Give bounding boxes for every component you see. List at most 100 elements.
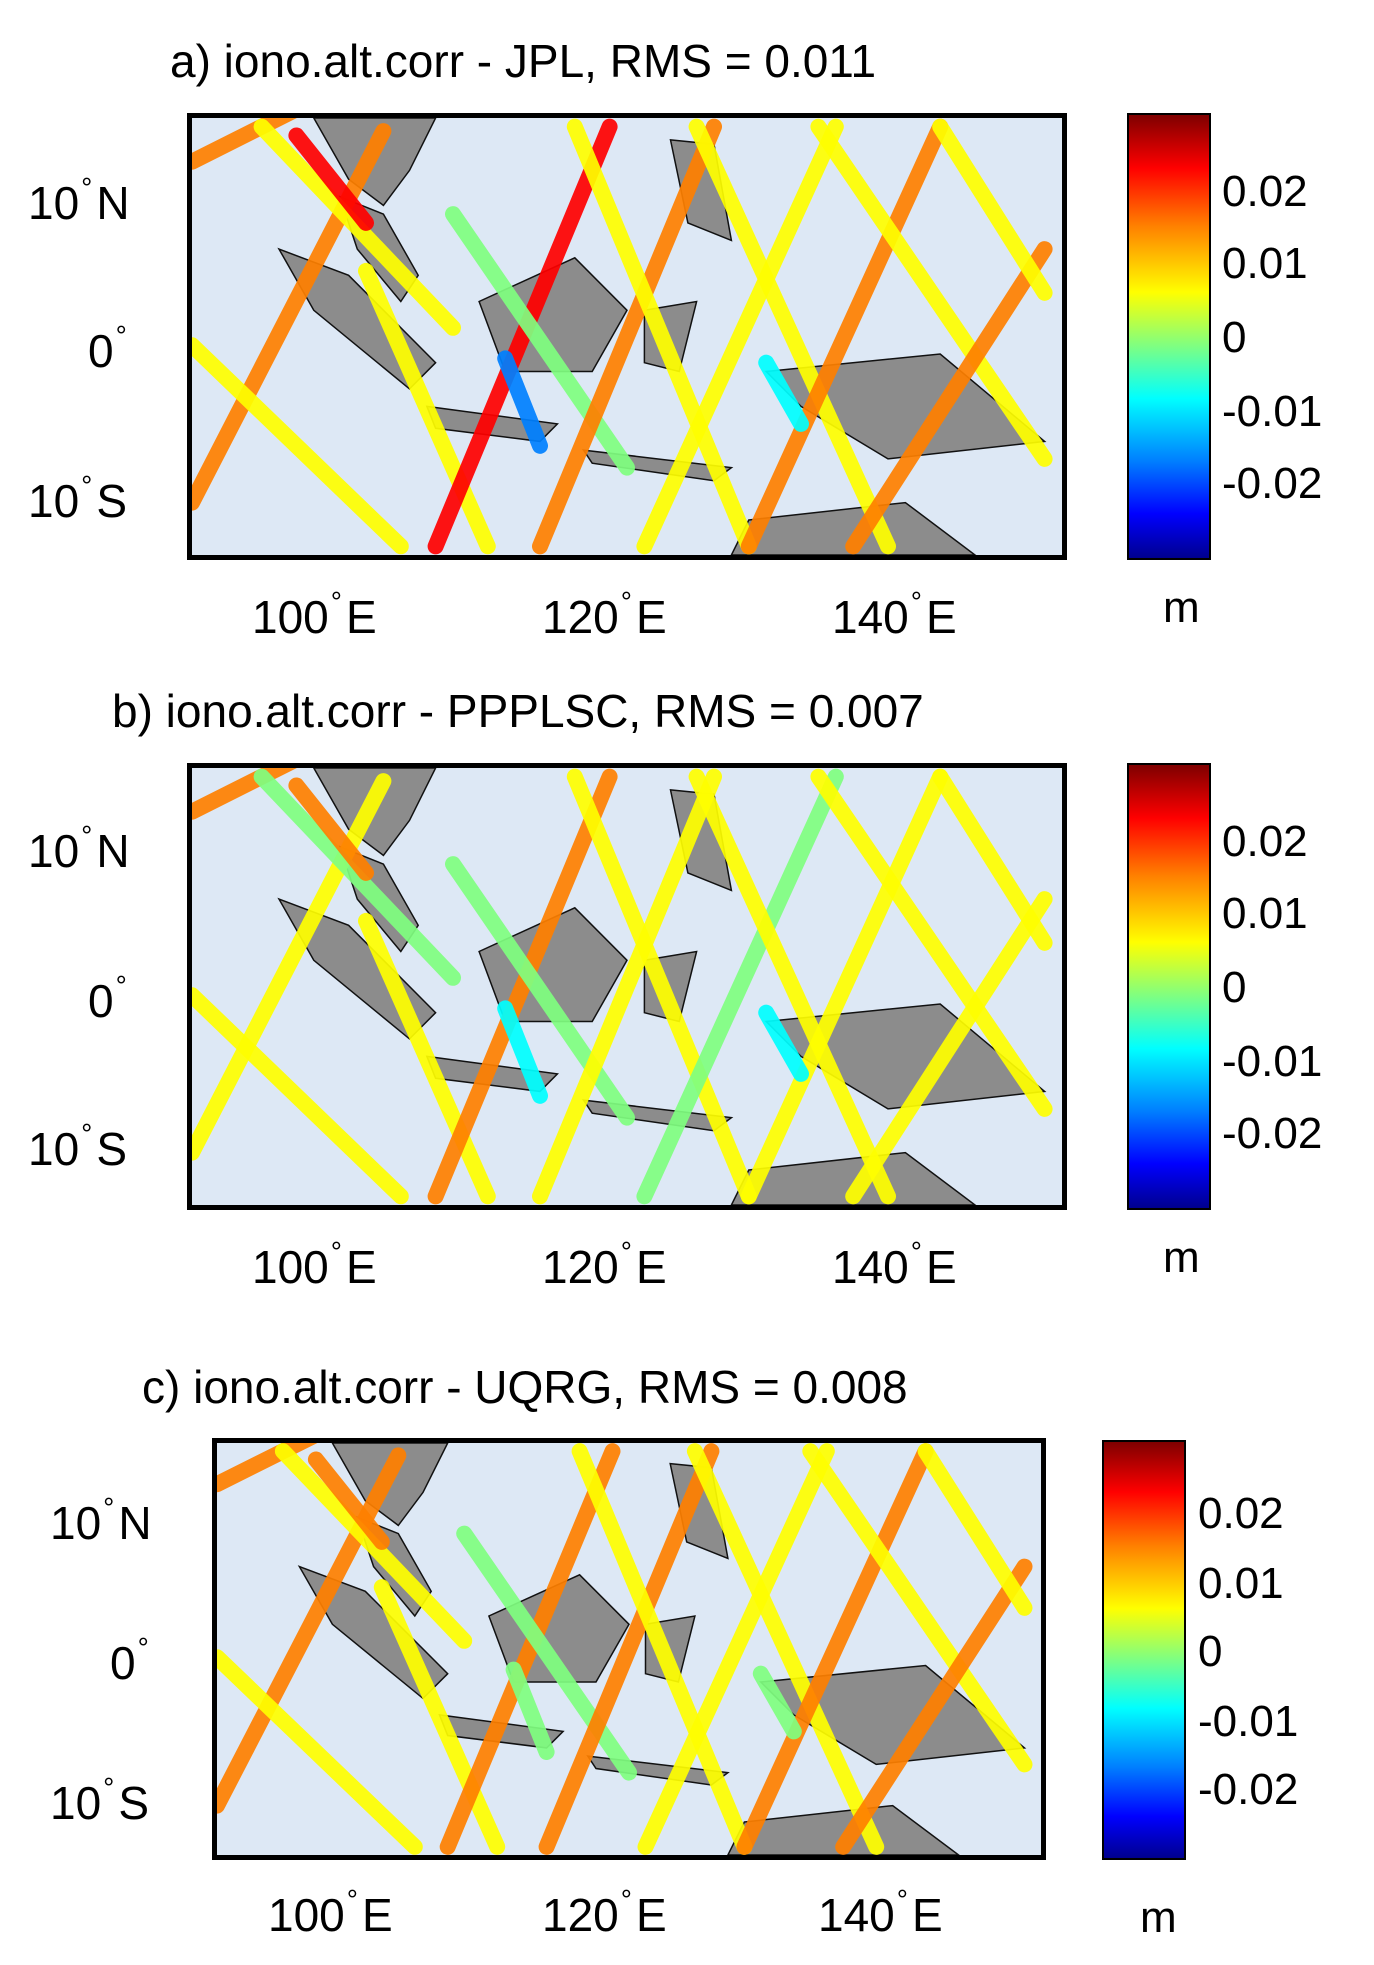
map-svg: [192, 768, 1053, 1205]
map-svg: [192, 118, 1053, 555]
colorbar: [1102, 1440, 1186, 1860]
landmass: [727, 1804, 960, 1855]
x-label-100e: 100°E: [268, 1884, 393, 1941]
colorbar-unit: m: [1163, 583, 1200, 632]
colorbar-tick: 0.01: [1198, 1559, 1284, 1608]
altimeter-track: [497, 350, 548, 454]
y-label-10s: 10°S: [28, 1118, 128, 1175]
altimeter-track: [358, 912, 496, 1205]
colorbar-tick: -0.01: [1198, 1697, 1299, 1746]
colorbar-tick: 0.02: [1222, 167, 1308, 216]
altimeter-track: [736, 1443, 934, 1855]
x-label-120e: 120°E: [542, 586, 667, 643]
colorbar-tick: -0.01: [1222, 1037, 1323, 1086]
colorbar-tick: 0: [1222, 963, 1247, 1012]
altimeter-track: [810, 768, 1053, 1117]
altimeter-track: [688, 768, 896, 1205]
altimeter-track: [688, 118, 896, 555]
map-svg: [217, 1443, 1033, 1855]
altimeter-track: [932, 768, 1053, 951]
y-label-0: 0°: [88, 970, 127, 1027]
landmass: [730, 501, 977, 555]
altimeter-track: [192, 987, 409, 1205]
altimeter-track: [307, 1451, 390, 1550]
altimeter-track: [566, 118, 757, 555]
altimeter-track: [497, 1000, 548, 1104]
panel-title: a) iono.alt.corr - JPL, RMS = 0.011: [170, 35, 877, 87]
altimeter-track: [358, 262, 496, 555]
altimeter-track: [439, 1443, 621, 1855]
altimeter-track: [505, 1661, 555, 1760]
altimeter-track: [538, 1443, 720, 1855]
altimeter-track: [686, 1443, 885, 1855]
colorbar-tick: 0.02: [1222, 817, 1308, 866]
x-label-120e: 120°E: [542, 1236, 667, 1293]
x-label-140e: 140°E: [832, 586, 957, 643]
y-label-10n: 10°N: [50, 1492, 152, 1549]
altimeter-track: [636, 118, 844, 555]
landmass: [730, 1151, 977, 1205]
colorbar-tick: 0: [1222, 313, 1247, 362]
colorbar-tick: -0.02: [1198, 1765, 1299, 1814]
colorbar-tick: 0.01: [1222, 239, 1308, 288]
colorbar-tick: 0: [1198, 1627, 1223, 1676]
altimeter-track: [532, 118, 722, 555]
panel-b: b) iono.alt.corr - PPPLSC, RMS = 0.007 1…: [0, 0, 1374, 1290]
altimeter-track: [637, 1443, 835, 1855]
panel-a: a) iono.alt.corr - JPL, RMS = 0.011 10°N…: [0, 0, 1374, 650]
panel-title: b) iono.alt.corr - PPPLSC, RMS = 0.007: [112, 685, 924, 737]
altimeter-track: [427, 118, 618, 555]
y-label-0: 0°: [88, 320, 127, 377]
altimeter-track: [845, 891, 1053, 1205]
y-label-10n: 10°N: [28, 172, 130, 229]
y-label-10n: 10°N: [28, 820, 130, 877]
altimeter-track: [253, 118, 461, 336]
altimeter-track: [192, 118, 297, 170]
altimeter-track: [217, 1649, 423, 1855]
x-label-140e: 140°E: [818, 1884, 943, 1941]
colorbar: [1127, 113, 1211, 560]
altimeter-track: [566, 768, 757, 1205]
altimeter-track: [636, 768, 844, 1205]
panel-title: c) iono.alt.corr - UQRG, RMS = 0.008: [142, 1361, 908, 1413]
x-label-120e: 120°E: [542, 1884, 667, 1941]
altimeter-track: [253, 768, 461, 986]
altimeter-track: [758, 354, 809, 432]
y-label-0: 0°: [110, 1632, 149, 1689]
altimeter-track: [740, 768, 949, 1205]
y-label-10s: 10°S: [50, 1772, 150, 1829]
x-label-100e: 100°E: [252, 586, 377, 643]
x-label-100e: 100°E: [252, 1236, 377, 1293]
altimeter-track: [845, 241, 1053, 555]
x-label-140e: 140°E: [832, 1236, 957, 1293]
altimeter-track: [752, 1665, 802, 1740]
altimeter-track: [802, 1443, 1033, 1773]
map-frame: [212, 1438, 1046, 1860]
colorbar-tick: -0.02: [1222, 1109, 1323, 1158]
colorbar-unit: m: [1163, 1233, 1200, 1282]
altimeter-track: [740, 118, 949, 555]
altimeter-track: [758, 1004, 809, 1082]
altimeter-track: [932, 118, 1053, 301]
colorbar: [1127, 763, 1211, 1210]
altimeter-track: [274, 1443, 473, 1649]
altimeter-track: [288, 127, 374, 231]
colorbar-tick: 0.01: [1222, 889, 1308, 938]
altimeter-track: [192, 337, 409, 555]
altimeter-track: [288, 777, 374, 881]
colorbar-tick: -0.01: [1222, 387, 1323, 436]
altimeter-track: [810, 118, 1053, 467]
altimeter-track: [373, 1579, 506, 1855]
altimeter-track: [917, 1443, 1033, 1616]
altimeter-track: [217, 1443, 318, 1493]
colorbar-tick: -0.02: [1222, 459, 1323, 508]
map-frame: [187, 763, 1067, 1210]
y-label-10s: 10°S: [28, 470, 128, 527]
altimeter-track: [571, 1443, 753, 1855]
altimeter-track: [192, 768, 297, 820]
colorbar-tick: 0.02: [1198, 1489, 1284, 1538]
colorbar-unit: m: [1140, 1893, 1177, 1942]
altimeter-track: [835, 1558, 1033, 1855]
altimeter-track: [532, 768, 722, 1205]
